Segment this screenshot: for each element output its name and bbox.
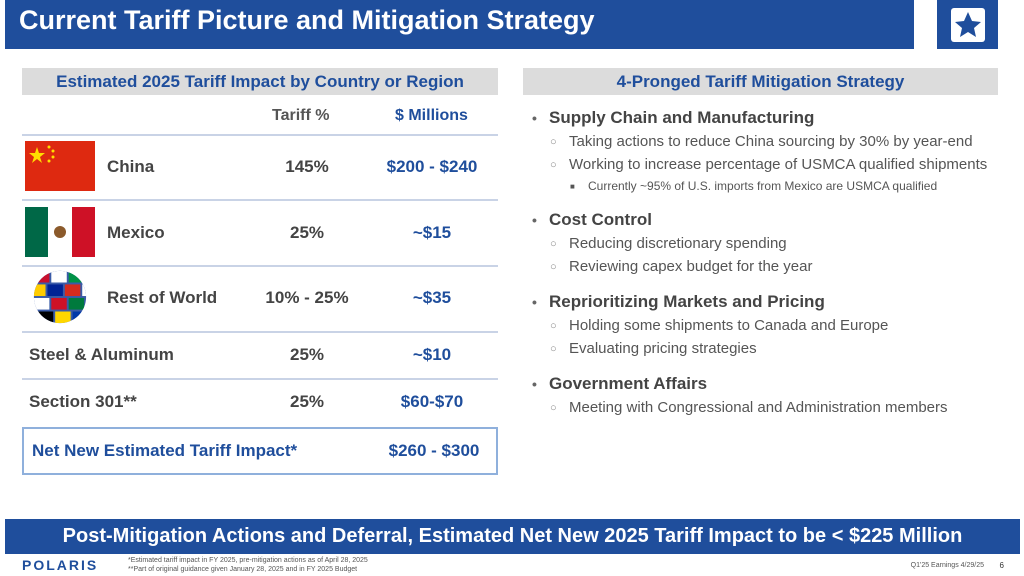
strategy-detail: Reducing discretionary spending (569, 235, 787, 252)
strategy-detail: Meeting with Congressional and Administr… (569, 399, 948, 416)
tariff-millions: ~$15 (412, 223, 452, 242)
table-divider (22, 134, 498, 136)
strategy-title: Supply Chain and Manufacturing (549, 108, 815, 127)
page-number: 6 (999, 561, 1004, 570)
bullet-icon: • (532, 376, 537, 392)
net-impact-value: $260 - $300 (388, 441, 480, 460)
circle-bullet-icon: ○ (550, 342, 557, 355)
region-name: Rest of World (107, 288, 218, 307)
table-divider (22, 378, 498, 380)
footnotes: *Estimated tariff impact in FY 2025, pre… (128, 556, 368, 574)
polaris-star-logo-icon (937, 0, 998, 49)
page-title: Current Tariff Picture and Mitigation St… (5, 0, 914, 49)
tariff-percent: 25% (289, 345, 325, 364)
strategy-detail: Taking actions to reduce China sourcing … (569, 133, 973, 150)
bullet-icon: • (532, 212, 537, 228)
polaris-logo: POLARIS (22, 557, 99, 573)
circle-bullet-icon: ○ (550, 237, 557, 250)
china-flag-icon (25, 141, 95, 191)
net-impact-label: Net New Estimated Tariff Impact* (32, 441, 298, 460)
bottom-banner: Post-Mitigation Actions and Deferral, Es… (5, 519, 1020, 554)
tariff-impact-header: Estimated 2025 Tariff Impact by Country … (22, 68, 498, 95)
region-name: Steel & Aluminum (29, 345, 174, 364)
circle-bullet-icon: ○ (550, 260, 557, 273)
circle-bullet-icon: ○ (550, 319, 557, 332)
mexico-flag-icon (25, 207, 95, 257)
millions-column-header: $ Millions (395, 107, 468, 124)
tariff-column-header: Tariff % (272, 107, 330, 124)
strategy-detail: Working to increase percentage of USMCA … (569, 156, 988, 173)
region-name: China (107, 157, 155, 176)
table-row: China 145% $200 - $240 (22, 135, 498, 199)
strategy-detail: Holding some shipments to Canada and Eur… (569, 317, 889, 334)
table-row: Rest of World 10% - 25% ~$35 (22, 266, 498, 330)
strategy-title: Reprioritizing Markets and Pricing (549, 292, 825, 311)
strategy-list: • Supply Chain and Manufacturing ○ Taking … (532, 106, 1002, 431)
region-name: Mexico (107, 223, 165, 242)
region-name: Section 301** (29, 392, 137, 411)
strategy-detail: Reviewing capex budget for the year (569, 258, 813, 275)
table-row: Section 301** 25% $60-$70 (22, 379, 498, 425)
tariff-millions: $200 - $240 (386, 157, 478, 176)
world-flags-globe-icon (33, 270, 87, 324)
tariff-percent: 25% (289, 223, 325, 242)
table-row: Mexico 25% ~$15 (22, 201, 498, 265)
bullet-icon: • (532, 294, 537, 310)
tariff-percent: 25% (289, 392, 325, 411)
list-item: • Cost Control ○ Reducing discretionary sp… (532, 208, 1002, 278)
strategy-subdetail: Currently ~95% of U.S. imports from Mexi… (588, 179, 938, 193)
table-divider (22, 331, 498, 333)
strategy-title: Cost Control (549, 210, 652, 229)
footnote-1: *Estimated tariff impact in FY 2025, pre… (128, 557, 368, 564)
tariff-millions: $60-$70 (400, 392, 464, 411)
list-item: • Supply Chain and Manufacturing ○ Taking … (532, 106, 1002, 196)
mitigation-strategy-header: 4-Pronged Tariff Mitigation Strategy (523, 68, 998, 95)
circle-bullet-icon: ○ (550, 135, 557, 148)
strategy-title: Government Affairs (549, 374, 708, 393)
bullet-icon: • (532, 110, 537, 126)
table-divider (22, 265, 498, 267)
table-row: Steel & Aluminum 25% ~$10 (22, 332, 498, 378)
net-impact-box: Net New Estimated Tariff Impact* $260 - … (22, 427, 498, 475)
page-info: Q1'25 Earnings 4/29/25 (910, 562, 984, 569)
tariff-percent: 145% (285, 157, 329, 176)
tariff-millions: ~$35 (412, 288, 452, 307)
list-item: • Reprioritizing Markets and Pricing ○ Hol… (532, 290, 1002, 360)
tariff-millions: ~$10 (412, 345, 452, 364)
square-bullet-icon: ■ (570, 181, 575, 191)
circle-bullet-icon: ○ (550, 401, 557, 414)
tariff-percent: 10% - 25% (265, 288, 349, 307)
strategy-detail: Evaluating pricing strategies (569, 340, 757, 357)
footnote-2: **Part of original guidance given Januar… (128, 566, 358, 573)
table-divider (22, 199, 498, 201)
circle-bullet-icon: ○ (550, 158, 557, 171)
list-item: • Government Affairs ○ Meeting with Congre… (532, 372, 1002, 419)
